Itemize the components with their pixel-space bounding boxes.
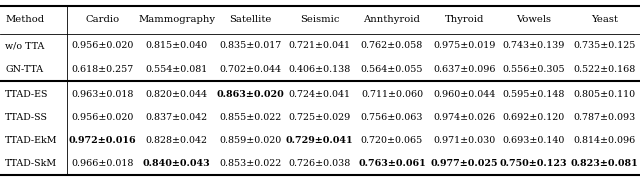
Text: Mammography: Mammography xyxy=(138,15,215,25)
Text: 0.971±0.030: 0.971±0.030 xyxy=(433,136,495,145)
Text: 0.859±0.020: 0.859±0.020 xyxy=(220,136,282,145)
Text: Method: Method xyxy=(5,15,44,25)
Text: 0.637±0.096: 0.637±0.096 xyxy=(433,65,495,73)
Text: 0.556±0.305: 0.556±0.305 xyxy=(502,65,564,73)
Text: 0.721±0.041: 0.721±0.041 xyxy=(289,41,351,50)
Text: Thyroid: Thyroid xyxy=(445,15,484,25)
Text: 0.820±0.044: 0.820±0.044 xyxy=(146,90,207,99)
Text: w/o TTA: w/o TTA xyxy=(5,41,45,50)
Text: TTAD-EkM: TTAD-EkM xyxy=(5,136,58,145)
Text: Seismic: Seismic xyxy=(300,15,339,25)
Text: 0.692±0.120: 0.692±0.120 xyxy=(502,113,564,122)
Text: 0.735±0.125: 0.735±0.125 xyxy=(573,41,636,50)
Text: 0.787±0.093: 0.787±0.093 xyxy=(573,113,636,122)
Text: 0.522±0.168: 0.522±0.168 xyxy=(573,65,636,73)
Text: 0.756±0.063: 0.756±0.063 xyxy=(361,113,423,122)
Text: 0.763±0.061: 0.763±0.061 xyxy=(358,159,426,168)
Text: 0.977±0.025: 0.977±0.025 xyxy=(431,159,498,168)
Text: 0.805±0.110: 0.805±0.110 xyxy=(573,90,636,99)
Text: Annthyroid: Annthyroid xyxy=(364,15,420,25)
Text: 0.855±0.022: 0.855±0.022 xyxy=(220,113,282,122)
Text: 0.974±0.026: 0.974±0.026 xyxy=(433,113,495,122)
Text: 0.750±0.123: 0.750±0.123 xyxy=(500,159,567,168)
Text: 0.618±0.257: 0.618±0.257 xyxy=(71,65,133,73)
Text: 0.726±0.038: 0.726±0.038 xyxy=(289,159,351,168)
Text: 0.595±0.148: 0.595±0.148 xyxy=(502,90,564,99)
Text: 0.960±0.044: 0.960±0.044 xyxy=(433,90,495,99)
Text: 0.724±0.041: 0.724±0.041 xyxy=(289,90,351,99)
Text: 0.823±0.081: 0.823±0.081 xyxy=(570,159,638,168)
Text: 0.828±0.042: 0.828±0.042 xyxy=(146,136,207,145)
Text: Cardio: Cardio xyxy=(85,15,119,25)
Text: Yeast: Yeast xyxy=(591,15,618,25)
Text: 0.702±0.044: 0.702±0.044 xyxy=(220,65,282,73)
Text: 0.863±0.020: 0.863±0.020 xyxy=(217,90,284,99)
Text: 0.972±0.016: 0.972±0.016 xyxy=(68,136,136,145)
Text: Satellite: Satellite xyxy=(229,15,272,25)
Text: 0.956±0.020: 0.956±0.020 xyxy=(71,113,133,122)
Text: 0.956±0.020: 0.956±0.020 xyxy=(71,41,133,50)
Text: 0.837±0.042: 0.837±0.042 xyxy=(145,113,208,122)
Text: 0.564±0.055: 0.564±0.055 xyxy=(361,65,423,73)
Text: Vowels: Vowels xyxy=(516,15,551,25)
Text: 0.693±0.140: 0.693±0.140 xyxy=(502,136,564,145)
Text: 0.975±0.019: 0.975±0.019 xyxy=(433,41,495,50)
Text: 0.840±0.043: 0.840±0.043 xyxy=(143,159,211,168)
Text: TTAD-ES: TTAD-ES xyxy=(5,90,49,99)
Text: 0.853±0.022: 0.853±0.022 xyxy=(220,159,282,168)
Text: 0.554±0.081: 0.554±0.081 xyxy=(145,65,208,73)
Text: 0.815±0.040: 0.815±0.040 xyxy=(145,41,208,50)
Text: TTAD-SS: TTAD-SS xyxy=(5,113,48,122)
Text: 0.720±0.065: 0.720±0.065 xyxy=(361,136,423,145)
Text: 0.729±0.041: 0.729±0.041 xyxy=(286,136,353,145)
Text: GN-TTA: GN-TTA xyxy=(5,65,44,73)
Text: 0.835±0.017: 0.835±0.017 xyxy=(220,41,282,50)
Text: 0.743±0.139: 0.743±0.139 xyxy=(502,41,564,50)
Text: 0.966±0.018: 0.966±0.018 xyxy=(71,159,133,168)
Text: 0.814±0.096: 0.814±0.096 xyxy=(573,136,636,145)
Text: 0.762±0.058: 0.762±0.058 xyxy=(361,41,423,50)
Text: TTAD-SkM: TTAD-SkM xyxy=(5,159,57,168)
Text: 0.963±0.018: 0.963±0.018 xyxy=(71,90,133,99)
Text: 0.406±0.138: 0.406±0.138 xyxy=(289,65,351,73)
Text: 0.711±0.060: 0.711±0.060 xyxy=(361,90,423,99)
Text: 0.725±0.029: 0.725±0.029 xyxy=(289,113,351,122)
